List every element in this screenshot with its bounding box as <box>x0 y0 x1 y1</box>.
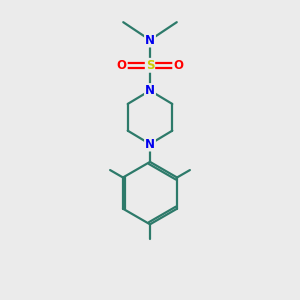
Text: S: S <box>146 59 154 72</box>
Text: N: N <box>145 34 155 46</box>
Text: O: O <box>173 59 183 72</box>
Text: N: N <box>145 84 155 97</box>
Text: O: O <box>117 59 127 72</box>
Text: N: N <box>145 138 155 151</box>
